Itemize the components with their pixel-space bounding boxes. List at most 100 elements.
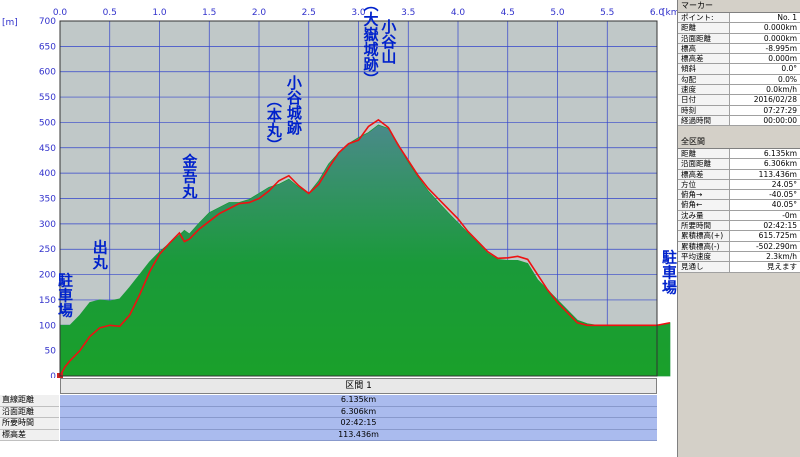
x-tick-label: 1.0 — [152, 8, 167, 18]
marker-value: 0.0km/h — [766, 85, 797, 95]
section-value: 見えます — [767, 262, 797, 272]
marker-panel-title: マーカー — [678, 0, 800, 13]
annotation-label: 金吾丸 — [180, 152, 198, 199]
marker-key: 距離 — [678, 23, 730, 33]
marker-row: 時刻 07:27:29 — [678, 105, 800, 116]
section-panel: 全区間 距離 6.135km 沿面距離 6.306km 標高差 113.436m 方位 24.… — [677, 136, 800, 457]
section-row: 見通し 見えます — [678, 262, 800, 273]
marker-row: 沿面距離 0.000km — [678, 33, 800, 44]
section-value: 24.05° — [771, 179, 797, 189]
section-row: 標高差 113.436m — [678, 169, 800, 180]
section-row: 俯角→ -40.05° — [678, 190, 800, 201]
y-tick-label: 450 — [39, 144, 56, 154]
x-tick-label: 2.5 — [302, 8, 316, 18]
section-key: 俯角→ — [678, 190, 730, 200]
section-key: 平均速度 — [678, 251, 730, 262]
section-value: -502.290m — [755, 241, 797, 251]
y-tick-label: 150 — [39, 296, 56, 306]
bottom-label: 直線距離 — [0, 395, 59, 407]
x-tick-label: 4.5 — [501, 8, 515, 18]
bottom-label: 所要時間 — [0, 418, 59, 430]
section-value: -40.05° — [769, 190, 797, 200]
marker-key: 沿面距離 — [678, 33, 730, 43]
x-unit-label: [km] — [662, 8, 677, 18]
section-row: 累積標高(-) -502.290m — [678, 241, 800, 252]
marker-value: 2016/02/28 — [753, 95, 797, 105]
marker-key: 経過時間 — [678, 115, 730, 126]
y-tick-label: 50 — [45, 347, 57, 357]
section-header[interactable]: 区間 1 — [60, 378, 657, 394]
marker-value: 0.0% — [777, 74, 797, 84]
section-key: 標高差 — [678, 169, 730, 179]
section-key: 俯角← — [678, 200, 730, 210]
section-panel-title: 全区間 — [678, 136, 800, 149]
marker-value: 0.000m — [768, 54, 797, 64]
marker-value: 00:00:00 — [763, 115, 797, 125]
section-key: 距離 — [678, 149, 730, 159]
x-tick-label: 2.0 — [252, 8, 267, 18]
x-tick-label: 0.5 — [103, 8, 117, 18]
annotation-label: 駐車場 — [660, 249, 677, 296]
x-tick-label: 3.5 — [401, 8, 415, 18]
x-tick-label: 1.5 — [202, 8, 216, 18]
bottom-value: 6.135km — [60, 395, 657, 407]
section-key: 累積標高(-) — [678, 241, 730, 251]
bottom-value: 6.306km — [60, 407, 657, 418]
x-tick-label: 4.0 — [451, 8, 466, 18]
marker-key: ポイント: — [678, 13, 730, 23]
y-tick-label: 250 — [39, 245, 56, 255]
bottom-value-column: 6.135km 6.306km 02:42:15 113.436m — [60, 395, 657, 441]
section-key: 所要時間 — [678, 221, 730, 231]
section-value: -0m — [782, 210, 797, 220]
y-unit-label: [m] — [2, 18, 18, 28]
section-key: 沿面距離 — [678, 159, 730, 169]
y-tick-label: 500 — [39, 118, 56, 128]
y-tick-label: 350 — [39, 195, 56, 205]
marker-row: 距離 0.000km — [678, 23, 800, 34]
elevation-chart: 0 50 100 150 200 250 300 350 400 450 500 550 600 650 7… — [2, 0, 677, 378]
y-tick-label: 200 — [39, 271, 56, 281]
marker-key: 傾斜 — [678, 64, 730, 74]
y-tick-label: 550 — [39, 93, 56, 103]
marker-row: 日付 2016/02/28 — [678, 95, 800, 106]
marker-row: 経過時間 00:00:00 — [678, 115, 800, 127]
y-tick-label: 650 — [39, 42, 56, 52]
y-tick-label: 700 — [39, 17, 56, 27]
marker-key: 時刻 — [678, 105, 730, 115]
plot-frame — [59, 20, 658, 377]
marker-value: 0.000km — [763, 33, 797, 43]
section-value: 6.306km — [763, 159, 797, 169]
section-value: 113.436m — [758, 169, 797, 179]
section-row: 距離 6.135km — [678, 149, 800, 160]
annotation-label: 小谷城跡 — [285, 75, 303, 136]
marker-key: 速度 — [678, 85, 730, 95]
marker-row: 標高 -8.995m — [678, 43, 800, 55]
x-tick-label: 0.0 — [53, 8, 68, 18]
section-row: 累積標高(+) 615.725m — [678, 231, 800, 242]
section-value: 02:42:15 — [763, 221, 797, 231]
bottom-value: 113.436m — [60, 430, 657, 441]
annotation-label: （大嶽城跡） — [361, 0, 379, 86]
section-value: 2.3km/h — [766, 251, 797, 261]
annotation-label: 出丸 — [91, 238, 109, 270]
elevation-line — [59, 118, 671, 377]
annotation-label: （本丸） — [265, 92, 283, 152]
section-key: 累積標高(+) — [678, 231, 730, 241]
section-key: 見通し — [678, 262, 730, 272]
bottom-label: 標高差 — [0, 429, 59, 441]
section-row: 俯角← 40.05° — [678, 200, 800, 211]
marker-panel: マーカー ポイント: No. 1 距離 0.000km 沿面距離 0.000km 標高 -8.… — [677, 0, 800, 136]
marker-row: 標高差 0.000m — [678, 54, 800, 65]
marker-row: 速度 0.0km/h — [678, 85, 800, 96]
marker-value: 07:27:29 — [763, 105, 797, 115]
section-row: 方位 24.05° — [678, 179, 800, 191]
marker-row: 勾配 0.0% — [678, 74, 800, 86]
marker-value: -8.995m — [765, 43, 797, 53]
section-value: 40.05° — [771, 200, 797, 210]
marker-key: 標高差 — [678, 54, 730, 64]
marker-row: ポイント: No. 1 — [678, 13, 800, 24]
x-tick-label: 3.0 — [351, 8, 366, 18]
bottom-label-column: 直線距離 沿面距離 所要時間 標高差 — [0, 395, 59, 441]
marker-row: 傾斜 0.0° — [678, 64, 800, 75]
marker-key: 標高 — [678, 43, 730, 54]
